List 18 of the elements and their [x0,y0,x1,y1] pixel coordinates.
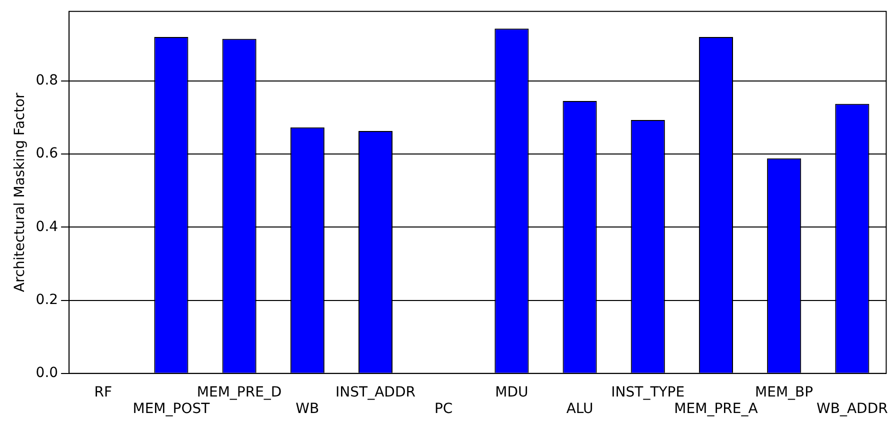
y-tick-label: 0.2 [36,292,58,308]
y-axis-title: Architectural Masking Factor [12,92,28,292]
x-tick-label: RF [94,384,112,400]
x-tick-label: MEM_PRE_D [196,384,282,400]
x-tick-label: PC [434,401,453,418]
x-tick-label: MDU [495,384,528,400]
x-tick-label: MEM_PRE_A [674,401,758,418]
x-tick-label: INST_ADDR [336,384,416,400]
y-tick-label: 0.8 [36,72,58,89]
x-tick-label: MEM_POST [132,401,210,418]
x-tick-label: ALU [566,401,594,418]
x-tick-label: MEM_BP [755,384,814,400]
x-tick-label: WB [296,401,320,418]
x-tick-label: WB_ADDR [816,401,888,418]
y-tick-label: 0.4 [36,218,58,235]
y-tick-label: 0.6 [36,146,58,162]
y-tick-label: 0.0 [36,365,58,382]
x-tick-label: INST_TYPE [611,384,685,400]
